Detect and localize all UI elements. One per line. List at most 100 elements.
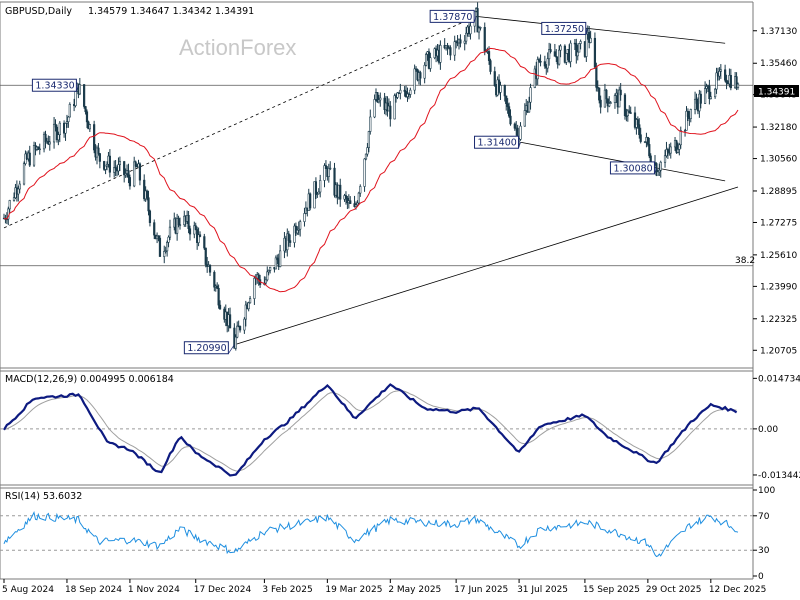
candle-body: [569, 42, 572, 62]
candle-body: [364, 153, 368, 160]
candle-body: [178, 224, 182, 226]
candle-body: [344, 195, 348, 199]
candle-body: [369, 116, 372, 132]
candle-body: [709, 96, 712, 99]
candle-body: [38, 148, 41, 151]
candle-body: [279, 250, 282, 267]
candle-body: [64, 123, 67, 134]
candle-body: [528, 101, 531, 113]
price-annotation-label: 1.30080: [613, 163, 652, 174]
price-tick-label: 1.20705: [760, 346, 797, 356]
candle-body: [625, 115, 628, 117]
candle-body: [719, 69, 722, 72]
candle-body: [663, 155, 667, 163]
candle-body: [406, 93, 409, 97]
candle-body: [638, 124, 641, 136]
candle-body: [197, 234, 200, 243]
candle-body: [469, 25, 472, 35]
macd-title: MACD(12,26,9) 0.004995 0.006184: [5, 374, 174, 385]
candle-body: [97, 147, 100, 154]
current-price-value: 1.34391: [758, 88, 795, 98]
candle-body: [729, 75, 732, 89]
price-tick-label: 1.35460: [760, 59, 797, 69]
candle-body: [718, 71, 721, 77]
candle-body: [324, 165, 328, 169]
candle-body: [543, 61, 546, 67]
candle-body: [163, 251, 166, 257]
candle-body: [658, 169, 661, 173]
candle-body: [659, 161, 662, 171]
price-tick-label: 1.32180: [760, 123, 797, 133]
candle-body: [519, 125, 522, 140]
price-tick-label: 1.23990: [760, 282, 797, 292]
rising-support-line: [234, 186, 739, 346]
candle-body: [124, 173, 127, 176]
candle-body: [669, 146, 672, 154]
date-tick-label: 18 Sep 2024: [65, 585, 122, 595]
horizontal-levels: 38.2: [0, 84, 755, 267]
candle-body: [546, 58, 549, 69]
price-annotation-pointer: [654, 167, 657, 175]
candle-body: [105, 163, 109, 167]
candle-body: [48, 141, 51, 145]
price-annotation-box: [429, 9, 475, 23]
candle-body: [354, 204, 358, 207]
price-annotation-box: [541, 21, 587, 35]
candle-body: [424, 54, 428, 66]
candle-body: [626, 110, 629, 117]
candle-body: [198, 234, 202, 237]
candle-body: [665, 149, 668, 157]
candle-body: [548, 49, 551, 60]
candle-body: [357, 192, 360, 204]
trendlines: [3, 15, 739, 346]
price-annotation-pointer: [585, 28, 589, 35]
price-axis-ticks: 1.371301.354601.338451.321801.305601.288…: [753, 27, 797, 356]
candle-body: [493, 71, 496, 86]
candle-body: [599, 99, 602, 108]
candle-body: [609, 102, 612, 104]
candle-body: [228, 314, 232, 329]
candle-body: [44, 133, 47, 143]
macd-tick-label: 0.014734: [758, 374, 800, 384]
rsi-tick-label: 30: [758, 546, 770, 556]
candle-body: [264, 279, 267, 284]
current-price-bg: [754, 85, 799, 97]
candle-body: [715, 72, 718, 90]
candle-body: [167, 236, 170, 243]
candle-body: [114, 167, 117, 170]
candle-body: [28, 152, 31, 166]
price-annotation-box: [609, 161, 655, 175]
price-tick-label: 1.30560: [760, 155, 797, 165]
candle-body: [703, 88, 707, 104]
rsi-panel: RSI(14) 53.6032 100 70 30 0: [0, 486, 775, 582]
candle-body: [118, 161, 121, 165]
candle-body: [679, 130, 682, 146]
macd-axis-ticks: 0.014734 0.00 -0.013442: [753, 374, 800, 481]
candle-body: [685, 110, 688, 131]
candle-body: [303, 213, 306, 222]
candle-body: [549, 49, 552, 52]
candle-body: [74, 91, 77, 106]
candle-body: [52, 123, 56, 143]
price-annotation-box: [474, 135, 520, 149]
candle-body: [329, 167, 332, 170]
moving-average-line: [3, 47, 739, 293]
candle-body: [536, 59, 539, 80]
candle-body: [373, 99, 376, 118]
candle-body: [695, 98, 698, 104]
candle-body: [489, 60, 492, 72]
candle-body: [12, 197, 16, 201]
candle-body: [296, 229, 299, 234]
candle-body: [276, 257, 279, 261]
candle-body: [605, 89, 608, 100]
candle-body: [203, 236, 206, 249]
candle-body: [316, 193, 319, 195]
moving-average: [3, 47, 739, 293]
candle-body: [83, 84, 86, 107]
candle-body: [559, 45, 562, 51]
candle-body: [648, 144, 651, 157]
macd-tick-label: 0.00: [758, 425, 778, 435]
candle-body: [506, 103, 509, 107]
candle-body: [269, 266, 272, 271]
